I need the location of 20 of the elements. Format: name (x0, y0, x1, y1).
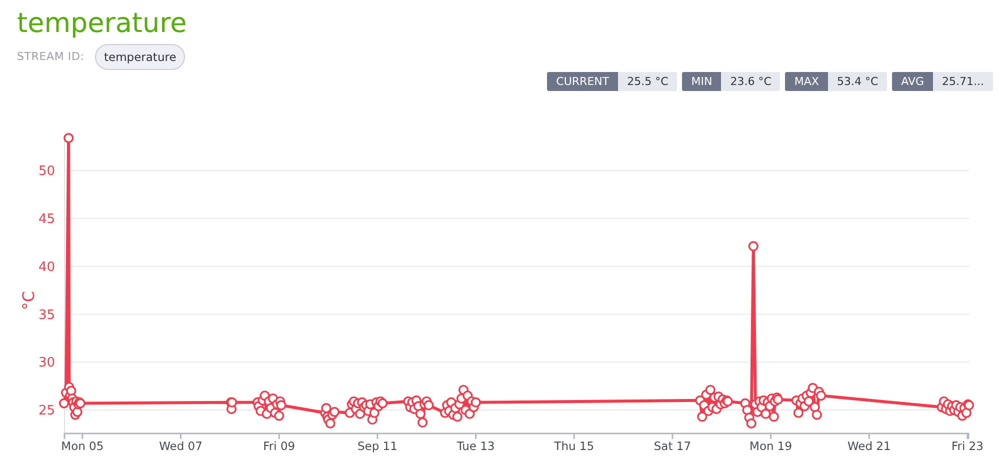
x-tick-label: Thu 15 (553, 439, 594, 453)
x-tick-label: Sat 17 (654, 439, 692, 453)
x-tick-label: Wed 07 (159, 439, 202, 453)
x-tick-label: Fri 23 (951, 439, 984, 453)
y-tick-label: 45 (38, 212, 55, 228)
x-tick-label: Fri 09 (263, 439, 296, 453)
chart-title: temperature (17, 8, 187, 39)
x-tick-label: Sep 11 (357, 439, 398, 453)
y-tick-label: 30 (38, 356, 55, 371)
y-axis-title: °C (19, 290, 38, 310)
y-tick-label: 25 (38, 404, 55, 419)
x-tick-label: Mon 05 (61, 439, 104, 453)
x-tick-label: Tue 13 (456, 439, 495, 453)
text: STREAM ID: (17, 50, 84, 63)
x-tick-label: Mon 19 (750, 439, 792, 453)
y-tick-label: 40 (38, 260, 55, 275)
y-tick-label: 50 (38, 164, 55, 180)
stream-id-chip: temperature (95, 44, 186, 70)
x-tick-label: Wed 21 (847, 439, 891, 453)
y-tick-label: 35 (38, 308, 55, 323)
